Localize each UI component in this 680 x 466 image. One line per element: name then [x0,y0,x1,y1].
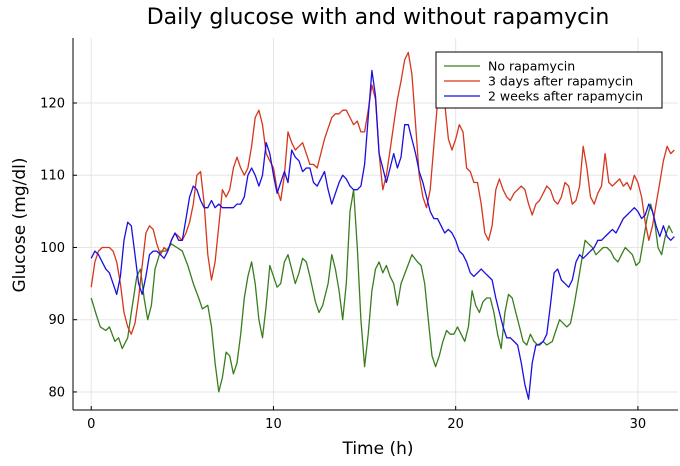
x-axis-label: Time (h) [341,439,413,459]
series-line-1 [90,189,674,393]
x-tick-label: 30 [630,417,647,432]
y-tick-label: 90 [48,313,65,328]
y-tick-label: 100 [40,241,65,256]
series-line-2 [90,51,675,335]
series-lines [90,51,675,400]
x-tick-label: 0 [87,417,95,432]
y-tick-label: 110 [40,169,65,184]
y-axis-label: Glucose (mg/dl) [10,158,30,293]
series-line-3 [90,69,675,400]
legend-label: No rapamycin [488,59,575,74]
x-tick-label: 20 [447,417,464,432]
y-tick-label: 80 [48,385,65,400]
legend-label: 2 weeks after rapamycin [488,89,643,104]
chart-title: Daily glucose with and without rapamycin [147,5,610,30]
x-tick-label: 10 [265,417,282,432]
axes: 0 10 20 30 80 90 100 110 120 [40,38,678,432]
legend-box [435,51,663,109]
legend-label: 3 days after rapamycin [488,74,633,89]
y-tick-label: 120 [40,97,65,112]
